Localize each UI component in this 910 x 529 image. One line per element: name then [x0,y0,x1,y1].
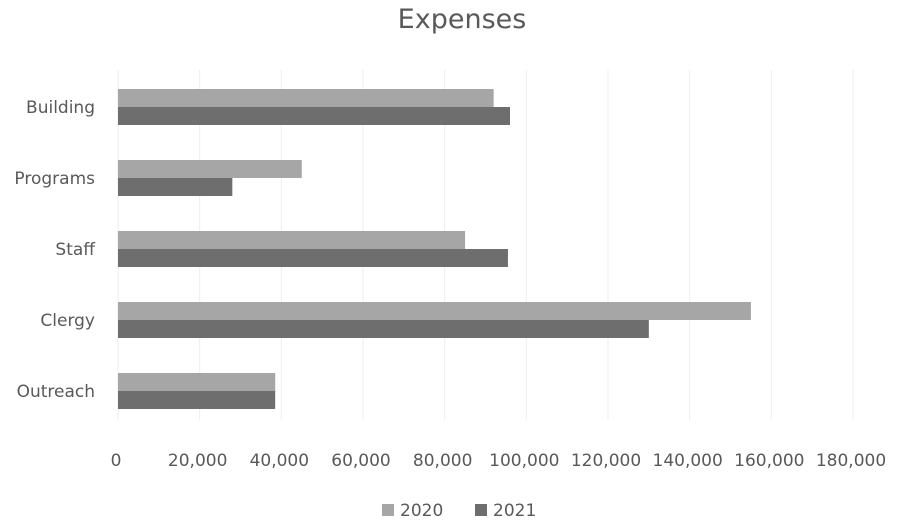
x-axis-tick-labels: 0 20,000 40,000 60,000 80,000 100,000 120,000 1… [111,451,887,471]
chart-title: Expenses [398,4,527,35]
x-tick-label: 160,000 [734,451,804,471]
x-tick-label: 100,000 [489,451,559,471]
bar-staff-2021 [118,249,508,267]
x-tick-label: 20,000 [168,451,227,471]
bar-clergy-2020 [118,302,751,320]
bars [118,89,751,409]
x-tick-label: 80,000 [413,451,472,471]
bar-clergy-2021 [118,320,649,338]
bar-outreach-2021 [118,391,276,409]
bar-building-2020 [118,89,494,107]
x-tick-label: 140,000 [653,451,723,471]
category-label: Clergy [40,311,95,331]
category-label: Outreach [17,382,95,402]
legend-label-2020: 2020 [400,501,443,521]
bar-outreach-2020 [118,373,276,391]
x-tick-label: 120,000 [571,451,641,471]
x-tick-label: 40,000 [250,451,309,471]
x-tick-label: 60,000 [331,451,390,471]
category-label: Building [26,98,95,118]
legend-label-2021: 2021 [493,501,536,521]
bar-programs-2020 [118,160,302,178]
category-labels: Building Programs Staff Clergy Outreach [14,98,96,402]
category-label: Programs [14,169,95,189]
bar-staff-2020 [118,231,466,249]
bar-programs-2021 [118,178,233,196]
category-label: Staff [55,240,96,260]
x-tick-label: 0 [111,451,122,471]
legend: 2020 2021 [382,501,536,521]
legend-swatch-2020 [382,504,394,516]
legend-swatch-2021 [475,504,487,516]
bar-building-2021 [118,107,510,125]
x-tick-label: 180,000 [816,451,886,471]
